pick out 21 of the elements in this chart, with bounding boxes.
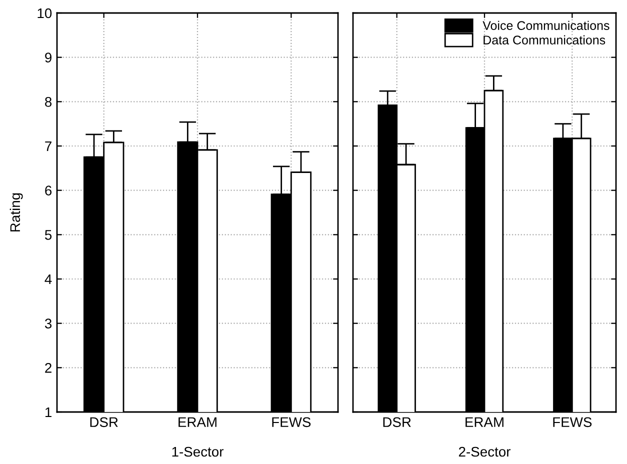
legend-label: Voice Communications: [482, 20, 610, 30]
x-tick-label: ERAM: [178, 417, 216, 427]
x-tick-label: FEWS: [272, 417, 311, 428]
y-tick-label: 6: [45, 186, 52, 196]
y-tick-label: 8: [45, 97, 52, 107]
y-tick-label: 1: [45, 407, 52, 418]
x-axis-title: 2-Sector: [458, 446, 511, 457]
x-tick-label: ERAM: [466, 417, 504, 427]
y-tick-label: 7: [45, 141, 52, 152]
x-tick-label: DSR: [383, 417, 411, 428]
x-tick-label: DSR: [90, 417, 118, 428]
y-tick-label: 10: [38, 8, 52, 18]
y-tick-label: 9: [45, 52, 52, 63]
y-tick-label: 3: [44, 318, 52, 329]
legend-label: Data Communications: [484, 35, 606, 44]
x-tick-label: FEWS: [553, 417, 592, 428]
y-tick-label: 2: [45, 363, 52, 373]
x-axis-title: 1-Sector: [172, 446, 224, 457]
y-tick-label: 4: [44, 274, 52, 284]
y-axis-title: Rating: [10, 193, 23, 232]
y-tick-label: 5: [44, 230, 52, 240]
